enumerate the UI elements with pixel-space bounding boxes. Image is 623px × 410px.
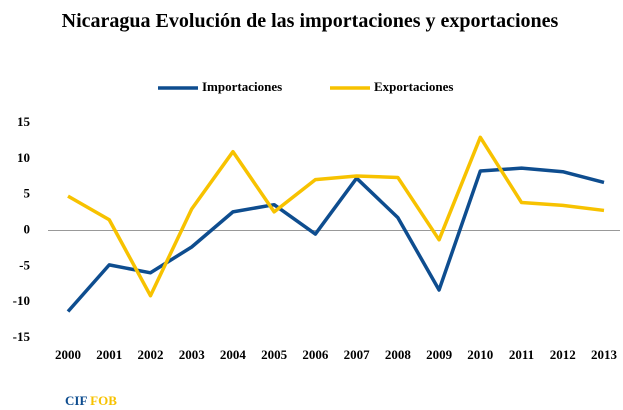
legend-label: Exportaciones	[374, 79, 453, 94]
footer-note: CIF	[65, 393, 87, 408]
y-tick-label: 0	[24, 221, 31, 236]
y-tick-label: 10	[17, 150, 30, 165]
footer: CIF FOB	[65, 393, 117, 409]
x-tick-label: 2006	[302, 347, 329, 362]
x-tick-label: 2007	[344, 347, 371, 362]
y-tick-label: -10	[13, 293, 30, 308]
chart-title: Nicaragua Evolución de las importaciones…	[61, 10, 559, 32]
y-tick-label: 5	[24, 186, 31, 201]
y-tick-label: -15	[13, 329, 31, 344]
x-tick-label: 2012	[550, 347, 576, 362]
x-tick-label: 2013	[591, 347, 618, 362]
x-tick-label: 2009	[426, 347, 453, 362]
x-tick-label: 2011	[509, 347, 534, 362]
legend-label: Importaciones	[202, 79, 282, 94]
x-tick-label: 2000	[55, 347, 81, 362]
x-tick-label: 2010	[467, 347, 493, 362]
footer-note: FOB	[90, 393, 117, 408]
x-tick-label: 2005	[261, 347, 288, 362]
x-tick-label: 2003	[179, 347, 206, 362]
x-tick-label: 2002	[137, 347, 163, 362]
y-tick-label: 15	[17, 114, 31, 129]
y-tick-label: -5	[19, 257, 30, 272]
x-tick-label: 2004	[220, 347, 247, 362]
line-series	[66, 166, 605, 313]
x-tick-label: 2008	[385, 347, 412, 362]
line-series	[67, 135, 605, 298]
x-tick-label: 2001	[96, 347, 122, 362]
